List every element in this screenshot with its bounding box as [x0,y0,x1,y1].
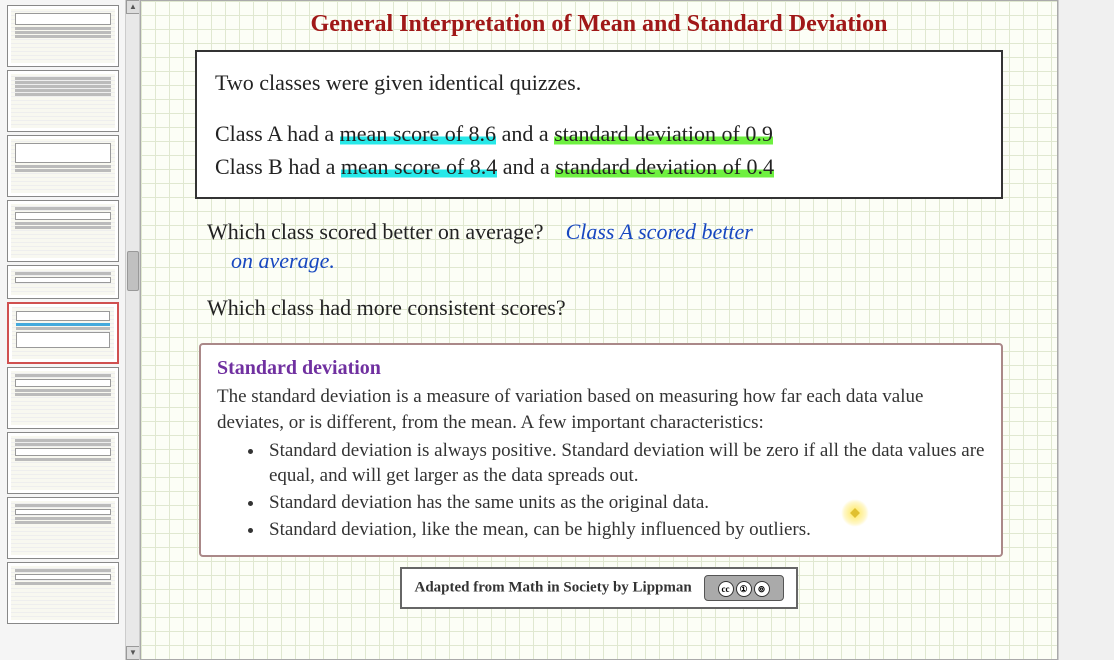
sidebar-scrollbar[interactable]: ▲ ▼ [125,0,139,660]
slide-thumbnail[interactable] [7,497,119,559]
slide-title: General Interpretation of Mean and Stand… [171,11,1027,38]
cc-circle: ⊚ [754,581,770,597]
cc-circle: cc [718,581,734,597]
slide-thumbnail[interactable] [7,200,119,262]
footer-text: Adapted from Math in Society by Lippman [414,580,691,596]
highlighted-mean-b: mean score of 8.4 [341,154,497,179]
scrollbar-thumb[interactable] [127,251,139,291]
slide-thumbnail[interactable] [7,70,119,132]
text: and a [496,121,554,146]
thumbnail-list[interactable] [0,0,126,660]
footer-attribution: Adapted from Math in Society by Lippman … [400,567,797,609]
app-frame: ▲ ▼ General Interpretation of Mean and S… [0,0,1114,660]
handwritten-answer-1b: on average. [231,246,991,277]
cc-license-icon: cc①⊚ [704,575,784,601]
slide-thumbnail[interactable] [7,367,119,429]
slide-thumbnail[interactable] [7,5,119,67]
cc-circle: ① [736,581,752,597]
sd-heading: Standard deviation [217,355,985,382]
handwritten-answer-1a: Class A scored better [566,219,753,244]
main-area: General Interpretation of Mean and Stand… [140,0,1114,660]
scroll-down-icon[interactable]: ▼ [126,646,140,660]
highlighted-sd-a: standard deviation of 0.9 [554,121,773,146]
sd-bullet: Standard deviation, like the mean, can b… [265,517,985,543]
highlighted-mean-a: mean score of 8.6 [340,121,496,146]
highlighted-sd-b: standard deviation of 0.4 [555,154,774,179]
question-2: Which class had more consistent scores? [207,293,991,324]
slide-thumbnail[interactable] [7,432,119,494]
sd-definition: The standard deviation is a measure of v… [217,384,985,435]
thumbnail-sidebar: ▲ ▼ [0,0,140,660]
sd-bullet: Standard deviation has the same units as… [265,490,985,516]
footer: Adapted from Math in Society by Lippman … [171,567,1027,609]
question-1: Which class scored better on average? [207,219,544,244]
class-b-line: Class B had a mean score of 8.4 and a st… [215,150,983,183]
text: Class B had a [215,154,341,179]
class-a-line: Class A had a mean score of 8.6 and a st… [215,117,983,150]
slide-thumbnail[interactable] [7,135,119,197]
text: Class A had a [215,121,340,146]
slide-thumbnail[interactable] [7,562,119,624]
scenario-intro: Two classes were given identical quizzes… [215,66,983,99]
question-1-row: Which class scored better on average? Cl… [207,217,991,248]
sd-bullet-list: Standard deviation is always positive. S… [265,438,985,543]
right-margin [1058,0,1114,660]
text: and a [497,154,555,179]
standard-deviation-box: Standard deviation The standard deviatio… [199,343,1003,557]
scroll-up-icon[interactable]: ▲ [126,0,140,14]
sd-bullet: Standard deviation is always positive. S… [265,438,985,489]
slide-thumbnail-active[interactable] [7,302,119,364]
slide-canvas: General Interpretation of Mean and Stand… [140,0,1058,660]
slide-thumbnail[interactable] [7,265,119,299]
scenario-box: Two classes were given identical quizzes… [195,50,1003,199]
